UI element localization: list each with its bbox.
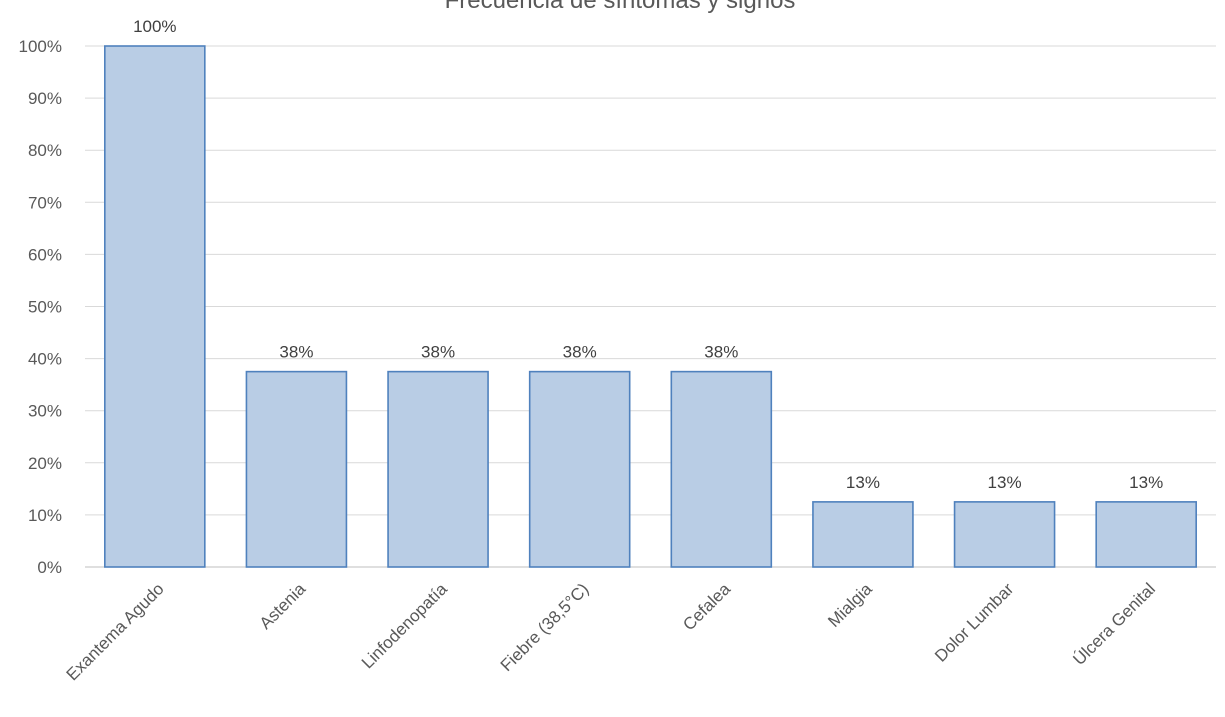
bar xyxy=(528,370,631,568)
x-tick-label: Linfodenopatía xyxy=(358,579,451,672)
bar xyxy=(245,370,348,568)
y-tick-label: 100% xyxy=(19,37,62,56)
y-axis-ticks: 0% 10% 20% 30% 40% 50% 60% 70% 80% 90% 100% xyxy=(19,37,62,577)
data-label: 13% xyxy=(846,473,880,492)
y-tick-label: 70% xyxy=(28,193,62,212)
y-tick-label: 50% xyxy=(28,298,62,317)
y-tick-label: 10% xyxy=(28,506,62,525)
data-labels: 100% 38% 38% 38% 38% 13% 13% 13% xyxy=(133,17,1163,492)
bar xyxy=(104,45,206,568)
x-tick-label: Fiebre (38,5°C) xyxy=(497,579,593,675)
data-label: 13% xyxy=(988,473,1022,492)
data-label: 38% xyxy=(563,343,597,362)
chart-title: Frecuencia de síntomas y signos xyxy=(445,0,796,14)
y-tick-label: 30% xyxy=(28,402,62,421)
x-axis-labels: Exantema Agudo Astenia Linfodenopatía Fiebr… xyxy=(63,579,1159,684)
data-label: 13% xyxy=(1129,473,1163,492)
data-label: 38% xyxy=(704,343,738,362)
x-tick-label: Exantema Agudo xyxy=(63,579,168,684)
bar xyxy=(812,501,914,568)
data-label: 38% xyxy=(279,343,313,362)
bar xyxy=(387,370,489,568)
y-tick-label: 90% xyxy=(28,89,62,108)
bars xyxy=(104,45,1197,568)
bar xyxy=(670,370,773,568)
y-tick-label: 80% xyxy=(28,141,62,160)
data-label: 38% xyxy=(421,343,455,362)
x-tick-label: Cefalea xyxy=(679,579,734,634)
x-tick-label: Dolor Lumbar xyxy=(931,579,1017,665)
y-tick-label: 40% xyxy=(28,350,62,369)
bar xyxy=(1095,501,1197,568)
x-tick-label: Astenia xyxy=(256,579,310,633)
y-tick-label: 60% xyxy=(28,245,62,264)
x-tick-label: Mialgia xyxy=(824,579,876,631)
data-label: 100% xyxy=(133,17,176,36)
y-tick-label: 20% xyxy=(28,454,62,473)
y-tick-label: 0% xyxy=(37,558,62,577)
x-tick-label: Úlcera Genital xyxy=(1069,579,1159,669)
bar xyxy=(953,501,1056,568)
